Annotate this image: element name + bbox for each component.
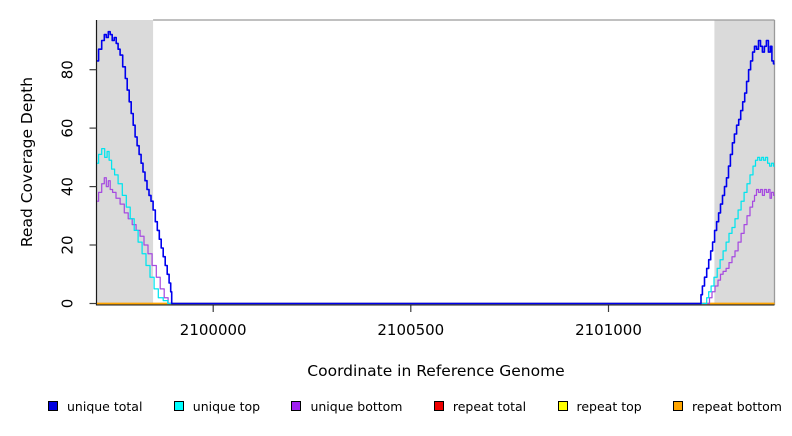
legend-label: unique bottom — [310, 398, 403, 414]
legend-item-unique-total: unique total — [48, 399, 142, 414]
legend-label: repeat total — [452, 398, 527, 414]
legend-item-unique-bottom: unique bottom — [291, 398, 403, 414]
svg-text:2100000: 2100000 — [180, 321, 247, 339]
svg-text:40: 40 — [59, 177, 77, 196]
legend-item-repeat-top: repeat top — [557, 398, 642, 414]
legend-label: unique total — [67, 398, 143, 414]
legend-swatch-icon — [557, 401, 568, 411]
svg-text:2100500: 2100500 — [377, 321, 444, 339]
legend-swatch-icon — [48, 401, 58, 411]
svg-text:60: 60 — [59, 119, 77, 138]
svg-text:20: 20 — [59, 235, 77, 254]
x-axis-title: Coordinate in Reference Genome — [307, 362, 565, 380]
legend-swatch-icon — [673, 401, 684, 411]
svg-text:80: 80 — [59, 60, 77, 79]
legend-label: unique top — [192, 398, 261, 414]
legend-swatch-icon — [291, 401, 302, 411]
legend-swatch-icon — [433, 401, 444, 411]
legend: unique total unique top unique bottom re… — [48, 393, 782, 419]
svg-text:2101000: 2101000 — [575, 321, 642, 339]
legend-item-repeat-total: repeat total — [433, 398, 527, 414]
legend-swatch-icon — [173, 401, 184, 411]
legend-label: repeat top — [576, 398, 642, 414]
legend-item-repeat-bottom: repeat bottom — [673, 399, 782, 414]
legend-label: repeat bottom — [692, 398, 782, 414]
legend-item-unique-top: unique top — [173, 398, 261, 414]
svg-text:0: 0 — [59, 299, 77, 309]
y-axis-title: Read Coverage Depth — [18, 76, 36, 248]
